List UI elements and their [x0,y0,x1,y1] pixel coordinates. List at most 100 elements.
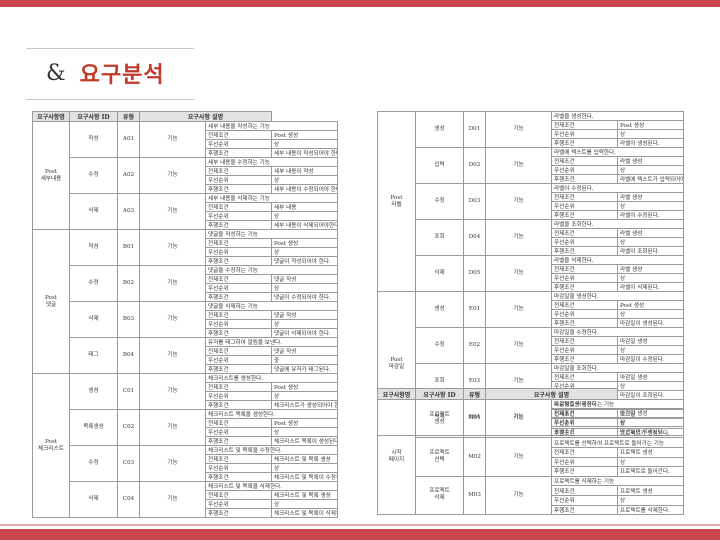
requirement-sub-name: 프로젝트 생성 [415,398,464,439]
condition-label: 후행조건 [551,318,618,328]
condition-label: 전제조건 [551,156,618,166]
requirement-type: 기능 [485,327,552,364]
condition-label: 전제조건 [551,192,618,202]
condition-value: 상 [271,211,338,221]
requirement-id: D05 [463,255,486,292]
column-header: 유형 [463,388,486,400]
condition-value: 상 [617,309,684,319]
condition-label: 전제조건 [551,372,618,382]
table-row: Post 라벨 생성 D01 기능 라벨을 생성한다. [377,111,684,292]
condition-label: 후행조건 [551,427,618,439]
condition-label: 후행조건 [551,138,618,148]
table-row: 조회 D04 기능 라벨을 조회한다. [378,219,684,256]
condition-label: 후행조건 [205,184,272,194]
condition-label: 후행조건 [551,354,618,364]
condition-label: 우선순위 [205,463,272,473]
condition-label: 후행조건 [205,436,272,446]
requirement-description: 라벨을 삭제한다. [551,255,684,265]
requirement-description: 마감일을 수정한다. [551,327,684,337]
table-header-row: 요구사항명 요구사항 ID 유형 요구사항 설명 [377,388,684,400]
condition-value: 댓글에 유저가 태그된다. [271,364,338,374]
requirement-sub-name: 조회 [415,219,464,256]
condition-value: Post 생성 [617,120,684,130]
condition-value: 체크리스트 및 목록 생성 [271,454,338,464]
condition-label: 전제조건 [205,454,272,464]
condition-label: 후행조건 [205,220,272,230]
slide-title: & 요구분석 [46,55,165,91]
condition-value: 세부 내용이 수정되어야 한다. [271,184,338,194]
condition-value: 체크리스트가 생성되어야 한다. [271,400,338,410]
condition-value: 라벨 생성 [617,228,684,238]
condition-value: Post 생성 [271,418,338,428]
condition-value: 상 [617,418,684,429]
condition-value: 세부 내용이 삭제되어야한다. [271,220,338,230]
requirement-sub-name: 태그 [69,337,118,374]
requirement-sub-name: 수정 [69,445,118,482]
requirement-description: 세부 내용을 작성하는 기능 [205,121,338,131]
condition-value: 상 [617,456,684,468]
table-header-row: 요구사항명 요구사항 ID 유형 요구사항 설명 [32,111,338,122]
column-header: 유형 [117,111,140,122]
requirement-type: 기능 [139,301,206,338]
condition-label: 후행조건 [205,148,272,158]
title-rule-top [26,48,194,49]
condition-value: 댓글이 삭제되어야 한다. [271,328,338,338]
requirement-description: 체크리스트 및 목록을 삭제한다. [205,481,338,491]
requirement-id: M01 [463,398,486,439]
condition-value: 라벨에 텍스트가 입력되어야 한다. [617,174,684,184]
requirement-sub-name: 생성 [415,111,464,148]
requirement-id: B01 [117,229,140,266]
requirement-type: 기능 [139,373,206,410]
requirement-sub-name: 입력 [415,147,464,184]
requirement-type: 기능 [485,291,552,328]
requirement-description: 라벨을 조회한다. [551,219,684,229]
requirement-type: 기능 [139,121,206,158]
condition-value: 댓글 작성 [271,274,338,284]
condition-value: 상 [271,427,338,437]
table-row: 수정 B02 기능 댓글을 수정하는 기능 [33,265,338,302]
condition-value: 라벨 생성 [617,192,684,202]
table-row: 시작 페이지 프로젝트 생성 M01 기능 프로젝트를 생성하는 기능 [377,398,684,516]
requirement-id: D04 [463,219,486,256]
condition-label: 우선순위 [205,355,272,365]
requirement-description: 댓글을 작성하는 기능 [205,229,338,239]
condition-label: 후행조건 [205,400,272,410]
condition-label: 우선순위 [205,211,272,221]
requirement-id: C01 [117,373,140,410]
condition-label: 전제조건 [205,274,272,284]
condition-value: 프로젝트를 삭제한다. [617,504,684,516]
condition-label: 전제조건 [205,130,272,140]
condition-value: 상 [617,237,684,247]
condition-value: 체크리스트 목록이 생성된다. [271,436,338,446]
condition-label: 우선순위 [551,129,618,139]
requirement-id: E02 [463,327,486,364]
requirement-description: 프로젝트를 선택하여 프로젝트로 들어가는 기능 [551,437,684,448]
column-header: 요구사항명 [32,111,70,122]
condition-value: 마감일이 생성된다. [617,318,684,328]
requirement-sub-name: 프로젝트 선택 [415,437,464,477]
requirement-sub-name: 수정 [415,183,464,220]
requirement-description: 댓글을 수정하는 기능 [205,265,338,275]
condition-value: 상 [271,247,338,257]
requirement-sub-name: 생성 [69,373,118,410]
table-row: 수정 C03 기능 체크리스트 및 목록을 수정한다. [33,445,338,482]
condition-value: 상 [617,273,684,283]
condition-value: 댓글이 작성되어야 한다. [271,256,338,266]
table-row: 우선순위 상 [33,283,338,293]
condition-label: 우선순위 [551,273,618,283]
condition-value: 상 [271,319,338,329]
condition-label: 전제조건 [205,346,272,356]
condition-value: 상 [617,494,684,506]
condition-value: 상 [271,463,338,473]
condition-value: 라벨이 조회된다. [617,246,684,256]
column-header: 요구사항명 [377,388,416,400]
condition-value: 마감일 생성 [617,372,684,382]
condition-value: 상 [271,391,338,401]
condition-label: 우선순위 [205,175,272,185]
column-header: 요구사항 ID [69,111,118,122]
requirement-id: B04 [117,337,140,374]
requirement-sub-name: 프로젝트 삭제 [415,475,464,516]
table-row: Post 체크리스트 생성 C01 기능 체크리스트를 생성한다. [32,373,338,518]
condition-label: 우선순위 [205,427,272,437]
